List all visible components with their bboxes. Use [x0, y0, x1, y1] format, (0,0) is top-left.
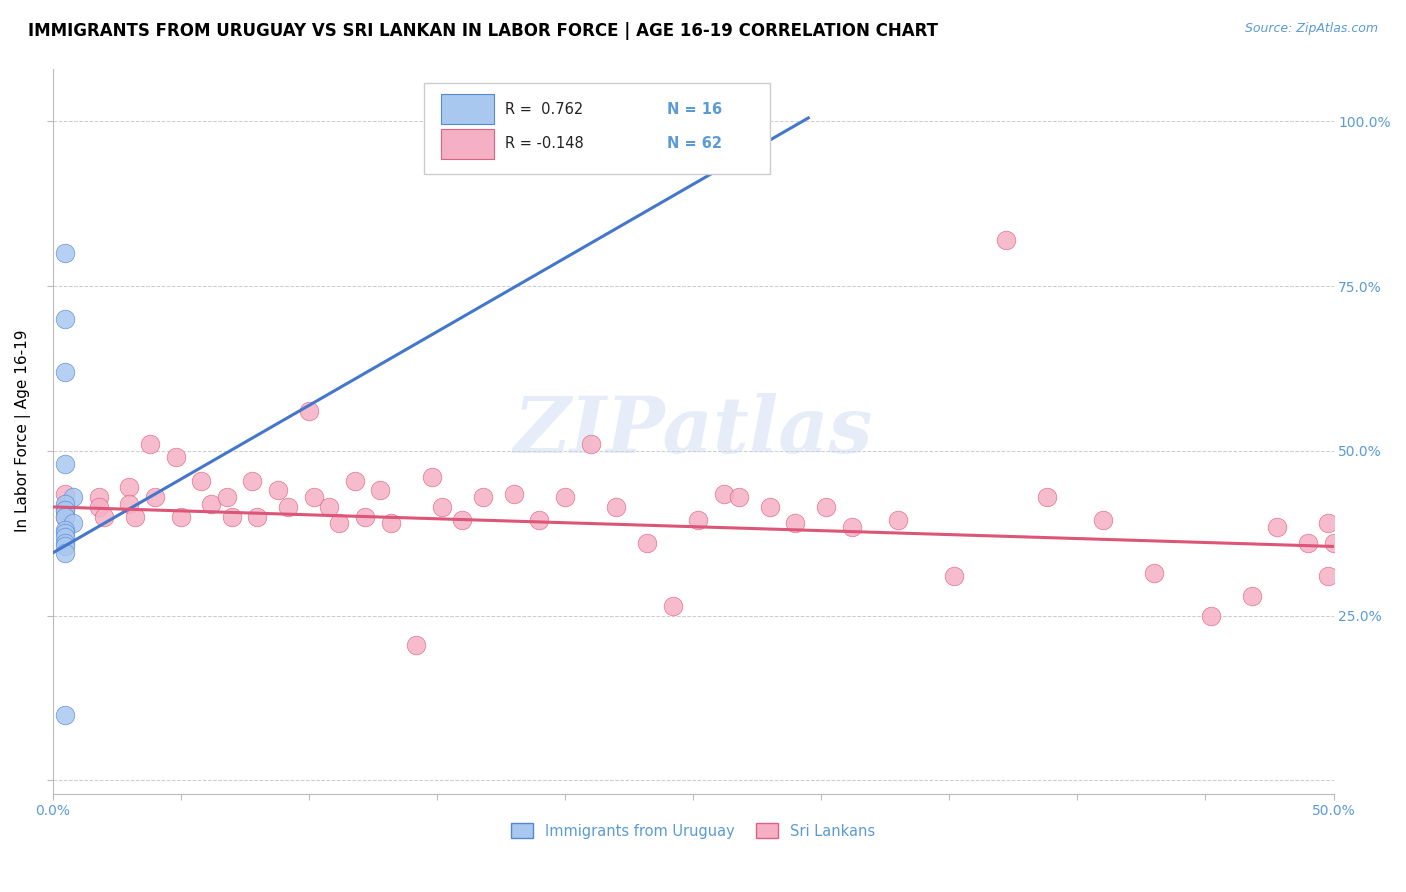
Point [298, 404, 321, 418]
Y-axis label: In Labor Force | Age 16-19: In Labor Force | Age 16-19 [15, 330, 31, 533]
Text: R = -0.148: R = -0.148 [505, 136, 583, 152]
Point [370, 483, 392, 498]
Point [887, 513, 910, 527]
Point [277, 500, 299, 514]
Point [759, 500, 782, 514]
Point [190, 474, 212, 488]
Point [53, 523, 76, 537]
Point [302, 490, 325, 504]
Point [451, 513, 474, 527]
Point [53, 365, 76, 379]
Point [943, 569, 966, 583]
Point [1199, 608, 1222, 623]
Point [53, 530, 76, 544]
FancyBboxPatch shape [440, 128, 495, 159]
Point [53, 457, 76, 471]
Point [87, 490, 110, 504]
Point [240, 474, 263, 488]
Point [636, 536, 658, 550]
Point [169, 509, 191, 524]
Point [529, 513, 551, 527]
Point [165, 450, 187, 465]
Text: IMMIGRANTS FROM URUGUAY VS SRI LANKAN IN LABOR FORCE | AGE 16-19 CORRELATION CHA: IMMIGRANTS FROM URUGUAY VS SRI LANKAN IN… [28, 22, 938, 40]
Point [713, 486, 735, 500]
Point [118, 497, 141, 511]
Point [994, 233, 1017, 247]
Point [53, 540, 76, 554]
Point [53, 500, 76, 514]
Point [53, 497, 76, 511]
Point [62, 490, 84, 504]
Point [354, 509, 377, 524]
Point [53, 526, 76, 541]
Point [93, 509, 115, 524]
Point [420, 470, 443, 484]
Point [405, 638, 427, 652]
Point [53, 509, 76, 524]
Point [815, 500, 838, 514]
Point [53, 707, 76, 722]
Point [1265, 519, 1288, 533]
FancyBboxPatch shape [440, 94, 495, 124]
Point [62, 516, 84, 531]
Point [53, 503, 76, 517]
Text: ZIPatlas: ZIPatlas [513, 392, 873, 469]
Point [343, 474, 366, 488]
Point [471, 490, 494, 504]
Point [246, 509, 269, 524]
Point [328, 516, 350, 531]
Point [688, 513, 710, 527]
Text: R =  0.762: R = 0.762 [505, 102, 583, 117]
Point [579, 437, 602, 451]
Point [841, 519, 863, 533]
Text: N = 62: N = 62 [668, 136, 723, 152]
Point [53, 536, 76, 550]
Point [143, 490, 166, 504]
Point [215, 490, 238, 504]
Point [53, 486, 76, 500]
Point [53, 246, 76, 260]
FancyBboxPatch shape [425, 83, 770, 174]
Point [53, 312, 76, 326]
Point [221, 509, 243, 524]
Point [139, 437, 162, 451]
Point [380, 516, 402, 531]
Text: N = 16: N = 16 [668, 102, 723, 117]
Point [318, 500, 340, 514]
Point [118, 480, 141, 494]
Point [124, 509, 146, 524]
Point [53, 509, 76, 524]
Point [785, 516, 807, 531]
Point [1091, 513, 1114, 527]
Point [87, 500, 110, 514]
Point [1240, 589, 1263, 603]
Point [1317, 516, 1340, 531]
Point [200, 497, 222, 511]
Legend: Immigrants from Uruguay, Sri Lankans: Immigrants from Uruguay, Sri Lankans [505, 817, 880, 845]
Point [1296, 536, 1319, 550]
Point [53, 503, 76, 517]
Point [502, 486, 524, 500]
Point [430, 500, 453, 514]
Text: Source: ZipAtlas.com: Source: ZipAtlas.com [1244, 22, 1378, 36]
Point [267, 483, 290, 498]
Point [728, 490, 751, 504]
Point [1143, 566, 1166, 580]
Point [1322, 536, 1344, 550]
Point [605, 500, 627, 514]
Point [53, 546, 76, 560]
Point [554, 490, 576, 504]
Point [1317, 569, 1340, 583]
Point [661, 599, 683, 613]
Point [1035, 490, 1057, 504]
